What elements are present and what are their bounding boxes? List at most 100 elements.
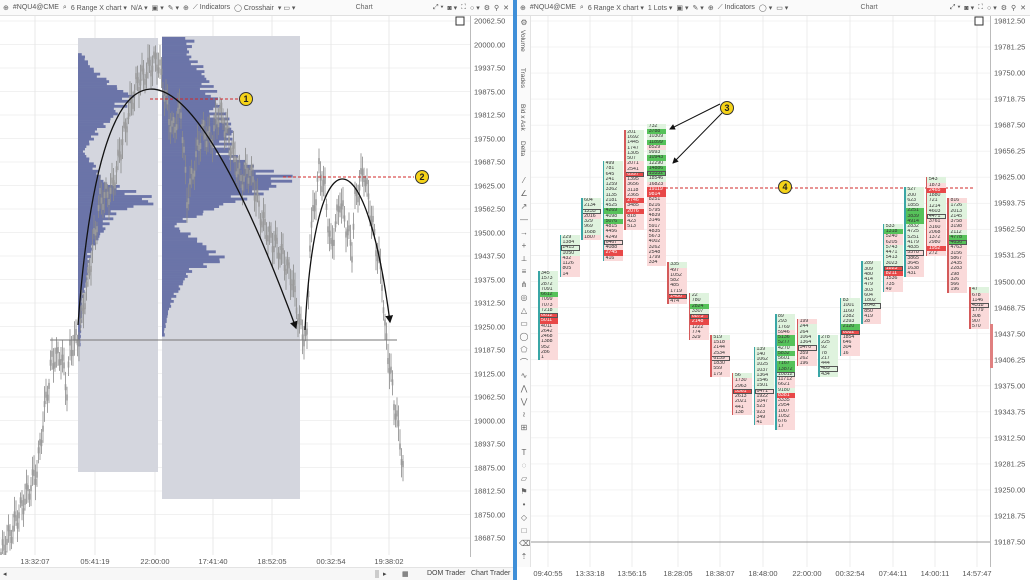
account-dropdown[interactable]: N/A ▾	[130, 4, 148, 12]
footprint-bar[interactable]: 533 1318 5240 6205 5743 4471 5413 3023 1823 8211 1…	[882, 223, 903, 293]
instrument-selector[interactable]: #NQU4@CME	[12, 4, 59, 11]
scrollbar-thumb[interactable]	[375, 570, 379, 578]
pencil-icon[interactable]: ✎ ▾	[692, 4, 704, 12]
pencil-icon[interactable]: ✎ ▾	[167, 4, 180, 12]
gann-tool-icon[interactable]: ⊞	[520, 423, 528, 432]
wave-tool-icon[interactable]: ∿	[520, 371, 528, 380]
right-time-axis[interactable]: 09:40:55 13:33:18 13:56:15 18:28:05 18:38:07…	[517, 569, 991, 579]
callout-tool-icon[interactable]: ◌	[521, 461, 527, 470]
footprint-bar[interactable]: 816 1726 2013 2145 3758 3198 2112 4778 4636 4763 3…	[947, 198, 968, 293]
footprint-bar[interactable]: 199 244 264 1064 1364 5470 359 262 196	[796, 319, 817, 367]
left-time-axis[interactable]: 13:32:07 05:41:19 22:00:00 17:41:40 18:52:05…	[0, 557, 470, 567]
gear-icon[interactable]: ⚙	[520, 18, 528, 27]
gear-icon[interactable]: ⚙	[1000, 4, 1007, 12]
footprint-bar[interactable]: 527 200 623 1855 2251 3839 4914 2832 4725 5251 417…	[904, 187, 925, 277]
sort-up-icon[interactable]: ⇡	[520, 552, 528, 561]
camera-icon[interactable]: ◙ ▾	[964, 4, 975, 12]
crosshair-button[interactable]: ◯ Crosshair	[234, 4, 274, 12]
dot-tool-icon[interactable]: •	[522, 500, 526, 509]
rectangle-tool-icon[interactable]: ▭	[520, 319, 528, 328]
pattern-tool-icon[interactable]: ⋀	[520, 384, 528, 393]
fullscreen-icon[interactable]: ⛶	[978, 3, 984, 11]
elliott-tool-icon[interactable]: ⋁	[520, 397, 528, 406]
window-icon[interactable]: ▭ ▾	[776, 4, 789, 12]
footprint-bar[interactable]: 289 309 480 414 479 303 604 1802 2042 850 419 28	[861, 261, 882, 325]
chart-trader-button[interactable]: Chart Trader	[471, 570, 511, 577]
footprint-bar[interactable]: 22 780 2824 3307 6875 2148 1222 774 329	[688, 293, 709, 341]
footprint-bar[interactable]: 278 225 92 78 217 444 489 434	[818, 334, 839, 377]
chart-type-dropdown[interactable]: 6 Range X chart ▾	[70, 4, 127, 12]
footprint-bar[interactable]: 604 2134 1235 2016 329 969 1688 1807	[581, 198, 602, 241]
calendar-icon[interactable]: ▦	[402, 571, 409, 578]
pin-icon[interactable]: ⚲	[1010, 4, 1017, 12]
footprint-bar[interactable]: 519 1518 2144 2534 6139 1830 559 179	[710, 334, 731, 377]
trash-icon[interactable]: ⌫	[519, 539, 531, 548]
lots-dropdown[interactable]: 1 Lots ▾	[647, 4, 673, 12]
text-tool-icon[interactable]: T	[521, 448, 527, 457]
close-icon[interactable]: ✕	[1020, 4, 1026, 12]
diamond-tool-icon[interactable]: ◇	[520, 513, 528, 522]
footprint-bar[interactable]: 47 678 1146 4318 1779 308 907 570	[969, 287, 989, 330]
instrument-selector[interactable]: #NQU4@CME	[529, 4, 576, 11]
tab-volume[interactable]: Volume	[519, 30, 526, 52]
indicators-button[interactable]: ⟋ Indicators	[717, 3, 755, 11]
left-price-axis[interactable]: 20062.50 20000.00 19937.50 19875.00 19812.50…	[470, 16, 513, 557]
circle-icon[interactable]: ○ ▾	[987, 4, 997, 12]
footprint-bar[interactable]: 201 1692 1445 1747 1305 507 2071 2541 6997 1395 36…	[624, 129, 645, 230]
scroll-right-icon[interactable]: ▸	[383, 571, 387, 578]
flag-tool-icon[interactable]: ⚑	[520, 487, 528, 496]
expand-icon[interactable]: ⤢ ▾	[949, 3, 961, 11]
footprint-bar[interactable]: 56 1730 2963 5561 2613 2021 441 138	[731, 373, 752, 416]
zoom-icon[interactable]: ⊕	[707, 4, 714, 12]
ruler-tool-icon[interactable]: ⟂	[521, 254, 527, 263]
line-tool-icon[interactable]: ⁄	[523, 176, 525, 185]
ray-tool-icon[interactable]: ↗	[520, 202, 528, 211]
fib-tool-icon[interactable]: ≡	[521, 267, 527, 276]
dom-trader-button[interactable]: DOM Trader	[427, 570, 466, 577]
arrow-tool-icon[interactable]: →	[520, 228, 528, 237]
search-icon[interactable]: ⌕	[62, 3, 67, 11]
chart-type-dropdown[interactable]: 6 Range X chart ▾	[587, 4, 644, 12]
triangle-tool-icon[interactable]: △	[520, 306, 528, 315]
link-icon[interactable]: ⊕	[3, 4, 9, 12]
zigzag-tool-icon[interactable]: ≀	[522, 410, 526, 419]
cross-tool-icon[interactable]: +	[521, 241, 527, 250]
scroll-left-icon[interactable]: ◂	[3, 571, 7, 578]
link-icon[interactable]: ⊕	[520, 4, 526, 12]
indicators-button[interactable]: ⟋ Indicators	[192, 3, 231, 11]
right-footprint-chart[interactable]	[517, 0, 990, 580]
tab-delta[interactable]: Delta	[519, 141, 526, 157]
angle-tool-icon[interactable]: ∠	[520, 189, 528, 198]
close-icon[interactable]: ✕	[503, 4, 510, 12]
search-icon[interactable]: ⌕	[579, 3, 584, 11]
ellipse-tool-icon[interactable]: ◯	[519, 332, 529, 341]
camera-icon[interactable]: ◙ ▾	[447, 4, 458, 12]
right-price-axis[interactable]: 19812.50 19781.25 19750.00 19718.75 19687.50…	[990, 16, 1030, 567]
footprint-bar[interactable]: 345 1573 2872 7091 6612 7099 7073 7218 6612 5011 4…	[538, 271, 558, 361]
fullscreen-icon[interactable]: ⛶	[461, 3, 467, 11]
crosshair-icon[interactable]: ◯ ▾	[758, 4, 773, 12]
template-icon[interactable]: ▣ ▾	[151, 4, 164, 12]
footprint-bar[interactable]: 732 3788 10309 11899 8529 9993 10943 12290 14886…	[646, 123, 666, 266]
arc-tool-icon[interactable]: ⌒	[520, 358, 528, 367]
panel-divider[interactable]	[513, 0, 517, 580]
template-icon[interactable]: ▣ ▾	[676, 4, 689, 12]
hline-tool-icon[interactable]: —	[520, 215, 528, 224]
gear-icon[interactable]: ⚙	[483, 4, 490, 12]
footprint-bar[interactable]: 89 293 1769 5946 5136 5277 4270 5832 5601 7167 138…	[775, 314, 796, 430]
note-tool-icon[interactable]: ▱	[520, 474, 528, 483]
footprint-bar[interactable]: 499 781 645 241 1259 3362 1135 2181 4525 4269 4098…	[602, 161, 623, 261]
pin-icon[interactable]: ⚲	[494, 4, 500, 12]
window-icon[interactable]: ▾ ▭ ▾	[277, 4, 296, 12]
footprint-bar[interactable]: 83 1001 1160 2382 2393 2120 6082 1854 646 304 16	[839, 298, 860, 356]
target-tool-icon[interactable]: ◎	[520, 293, 528, 302]
footprint-bar[interactable]: 229 1384 2413 1050 432 1126 805 14	[559, 234, 580, 277]
polygon-tool-icon[interactable]: ⬠	[520, 345, 528, 354]
footprint-bar[interactable]: 335 497 1052 582 485 1719 2486 474	[667, 262, 688, 305]
footprint-bar[interactable]: 139 140 1062 1025 1037 1364 1546 1501 6471 1922 10…	[753, 346, 774, 426]
left-price-chart[interactable]	[0, 0, 470, 555]
zoom-icon[interactable]: ⊕	[183, 4, 189, 12]
tab-bid-ask[interactable]: Bid x Ask	[519, 104, 526, 131]
tab-trades[interactable]: Trades	[519, 68, 526, 88]
square-tool-icon[interactable]: □	[521, 526, 527, 535]
